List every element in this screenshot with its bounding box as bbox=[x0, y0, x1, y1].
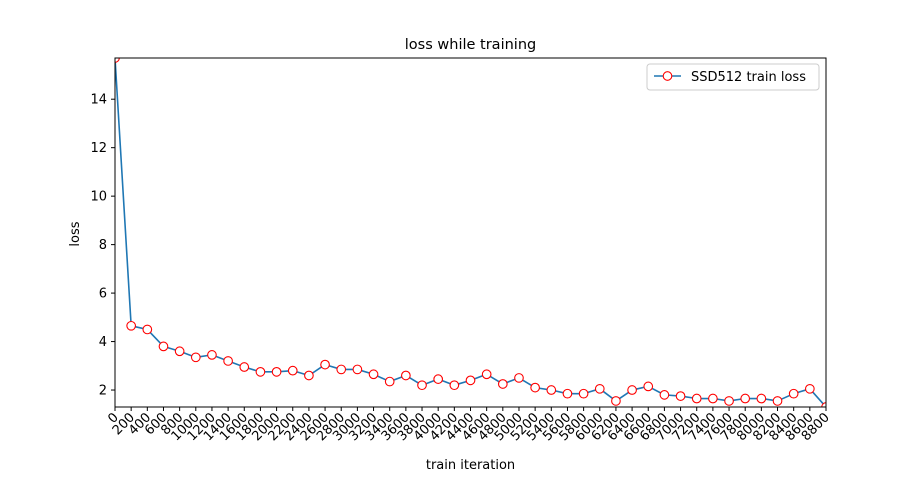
legend: SSD512 train loss bbox=[646, 63, 820, 91]
data-point bbox=[708, 393, 718, 404]
data-point bbox=[223, 356, 233, 366]
data-point bbox=[627, 385, 637, 395]
data-point bbox=[239, 362, 250, 372]
data-point bbox=[190, 352, 201, 363]
data-point bbox=[417, 380, 427, 391]
y-tick-label: 10 bbox=[90, 190, 107, 205]
data-point bbox=[530, 382, 540, 393]
data-point bbox=[772, 396, 783, 406]
data-point bbox=[401, 370, 411, 381]
axes: 2468101214020040060080010001200140016001… bbox=[90, 57, 833, 444]
data-point bbox=[336, 364, 347, 375]
data-point bbox=[562, 388, 573, 399]
chart-title: loss while training bbox=[405, 37, 536, 53]
data-point bbox=[433, 374, 444, 384]
data-point bbox=[287, 365, 298, 376]
data-point bbox=[756, 393, 767, 404]
y-tick-label: 2 bbox=[99, 384, 107, 399]
data-point bbox=[126, 320, 137, 331]
y-tick-label: 4 bbox=[99, 335, 107, 350]
data-point bbox=[804, 383, 815, 394]
data-point bbox=[352, 364, 363, 375]
data-point bbox=[481, 369, 492, 380]
y-tick-label: 12 bbox=[90, 141, 107, 156]
data-point bbox=[659, 390, 670, 400]
data-point bbox=[320, 359, 330, 370]
x-axis-label: train iteration bbox=[426, 458, 515, 473]
legend-marker-swatch bbox=[662, 71, 673, 81]
data-point bbox=[691, 393, 702, 404]
plot-area bbox=[115, 58, 826, 407]
data-point bbox=[788, 388, 799, 399]
data-point bbox=[449, 380, 460, 391]
data-point bbox=[142, 324, 153, 335]
data-point bbox=[821, 402, 826, 407]
legend-frame bbox=[646, 63, 820, 91]
data-point bbox=[546, 385, 557, 395]
y-tick-label: 6 bbox=[99, 287, 107, 302]
data-point bbox=[643, 381, 654, 392]
data-point bbox=[174, 346, 185, 357]
legend-entry-label: SSD512 train loss bbox=[691, 70, 806, 85]
y-tick-label: 14 bbox=[90, 93, 107, 108]
data-point bbox=[207, 350, 217, 360]
data-point bbox=[724, 396, 734, 406]
data-point bbox=[594, 383, 605, 394]
data-point bbox=[271, 367, 282, 377]
data-point bbox=[611, 396, 621, 406]
data-point bbox=[514, 373, 524, 383]
data-point bbox=[578, 388, 589, 399]
data-point bbox=[675, 391, 686, 401]
data-point bbox=[465, 375, 476, 386]
y-tick-label: 8 bbox=[99, 238, 107, 253]
y-axis-label: loss bbox=[68, 221, 83, 246]
data-point bbox=[158, 341, 169, 352]
data-point bbox=[368, 369, 379, 380]
data-point bbox=[497, 379, 508, 389]
data-point bbox=[255, 367, 266, 377]
data-point bbox=[740, 393, 751, 404]
data-point bbox=[384, 376, 395, 387]
data-point bbox=[304, 370, 314, 381]
